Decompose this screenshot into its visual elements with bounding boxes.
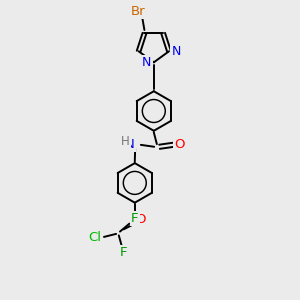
Text: N: N (125, 138, 135, 152)
Text: O: O (135, 213, 146, 226)
Text: H: H (121, 135, 130, 148)
Text: N: N (171, 45, 181, 58)
Text: F: F (120, 246, 127, 259)
Text: F: F (131, 212, 139, 225)
Text: Cl: Cl (88, 231, 101, 244)
Text: O: O (174, 138, 184, 152)
Text: Br: Br (130, 5, 145, 18)
Text: N: N (142, 56, 152, 69)
